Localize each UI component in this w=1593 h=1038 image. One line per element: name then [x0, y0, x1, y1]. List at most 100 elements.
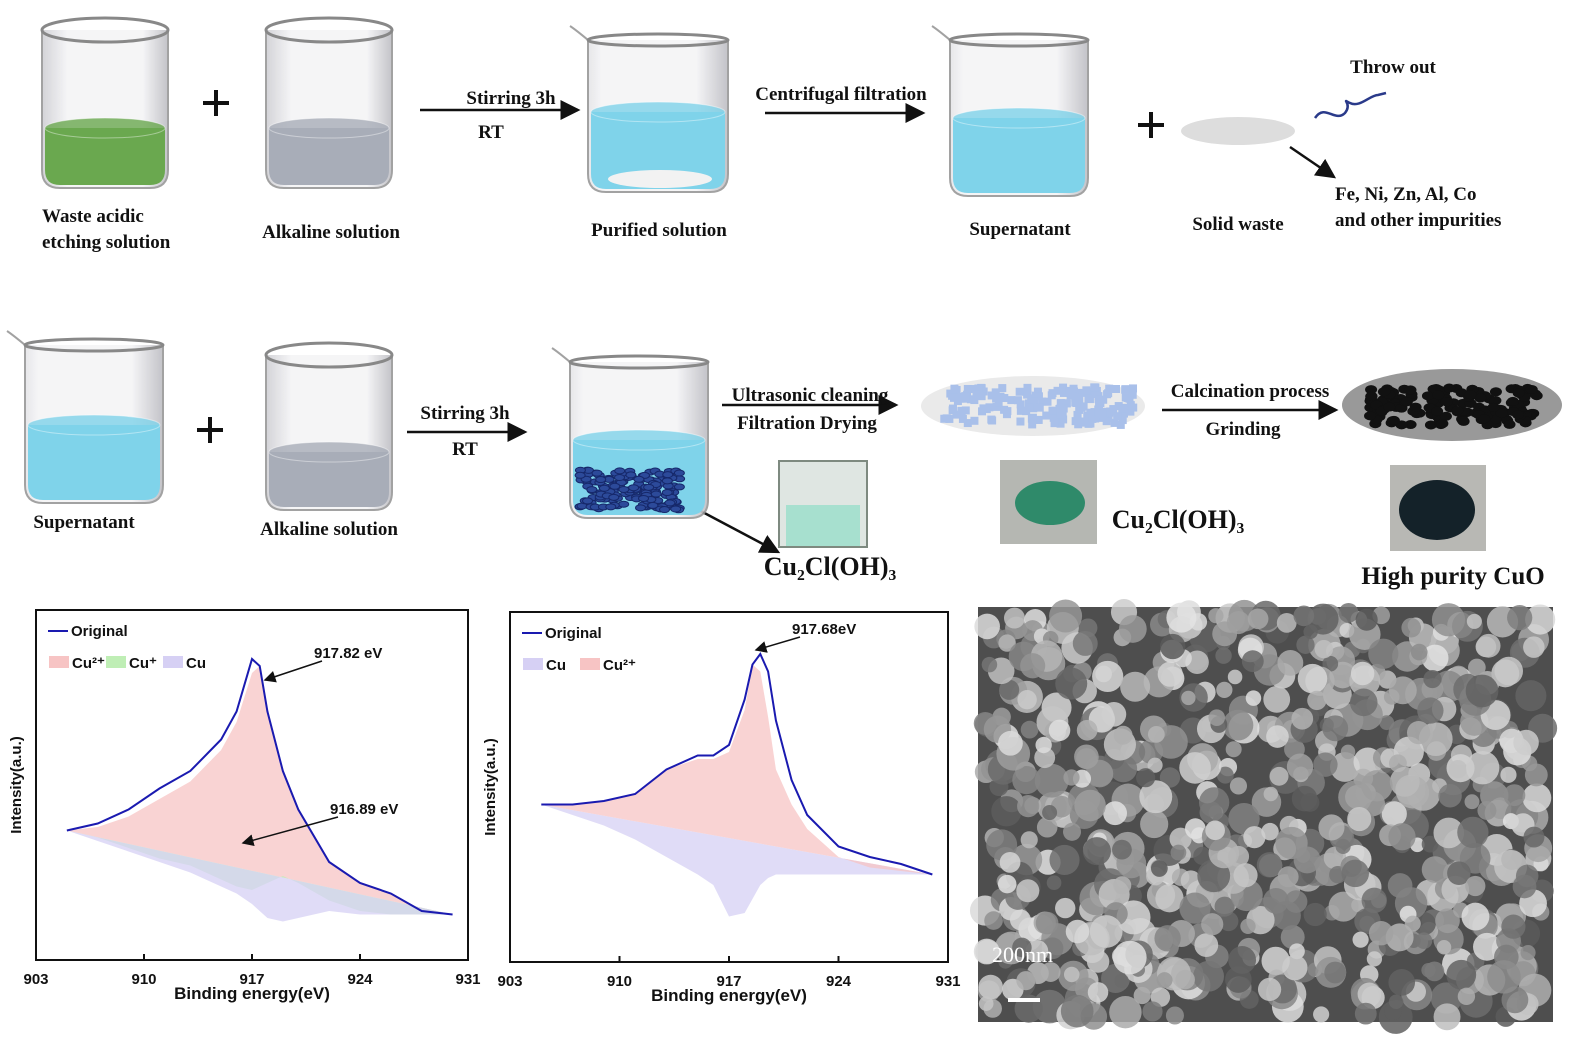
powder	[1043, 397, 1052, 406]
grain	[1012, 766, 1041, 795]
powder	[1489, 396, 1502, 406]
grain	[1112, 940, 1147, 975]
powder	[1503, 419, 1516, 429]
grain	[1243, 826, 1266, 849]
grain	[1523, 636, 1545, 658]
grain	[1368, 638, 1399, 669]
grain	[1074, 789, 1106, 822]
grain	[1335, 838, 1351, 855]
grain	[1476, 633, 1501, 658]
grain	[1049, 844, 1080, 875]
legend-swatch	[49, 656, 69, 668]
grain	[1147, 757, 1163, 773]
powder	[1088, 414, 1097, 423]
powder	[1027, 414, 1036, 423]
particle	[638, 494, 650, 502]
grain	[1156, 972, 1173, 989]
powder	[963, 384, 972, 393]
grain	[1473, 932, 1501, 961]
grain	[1063, 966, 1080, 983]
particle	[586, 486, 598, 494]
legend-label: Cu	[546, 657, 566, 674]
label: Centrifugal filtration	[755, 84, 927, 105]
legend-label: Original	[545, 625, 602, 642]
powder	[1506, 396, 1519, 406]
powder	[1055, 404, 1064, 413]
powder	[1094, 395, 1103, 404]
grain	[1522, 783, 1552, 813]
beaker	[931, 25, 1090, 197]
grain	[1154, 925, 1181, 952]
grain	[1040, 962, 1061, 982]
grain	[1139, 780, 1173, 814]
label: Stirring 3h	[466, 88, 556, 109]
grain	[1074, 744, 1099, 770]
grain	[1016, 971, 1036, 991]
powder	[1023, 390, 1032, 399]
grain	[1404, 915, 1421, 932]
powder	[1081, 418, 1090, 427]
powder	[1102, 417, 1111, 426]
grain	[1423, 669, 1442, 689]
grain	[1035, 911, 1059, 935]
grain	[1355, 608, 1378, 631]
liquid-top	[952, 107, 1086, 129]
label: Fe, Ni, Zn, Al, Co	[1335, 184, 1476, 205]
powder	[1121, 385, 1130, 394]
grain	[1525, 604, 1556, 635]
grain	[978, 996, 994, 1011]
powder	[1024, 399, 1033, 408]
grain	[1303, 624, 1318, 640]
grain	[1101, 701, 1127, 727]
rim	[264, 341, 394, 369]
liquid-top	[590, 101, 726, 123]
powder	[1365, 385, 1378, 395]
powder	[985, 403, 994, 412]
grain	[1140, 809, 1169, 839]
grain	[1065, 919, 1090, 944]
powder	[1103, 407, 1112, 416]
grain	[1415, 932, 1433, 950]
powder	[1098, 409, 1107, 418]
grain	[1303, 902, 1327, 927]
label: RT	[452, 439, 478, 460]
powder	[1095, 400, 1104, 409]
grain	[997, 874, 1017, 894]
particle	[598, 484, 610, 492]
grain	[1410, 643, 1428, 661]
grain	[1082, 837, 1111, 866]
grain	[1245, 690, 1262, 706]
legend-label: Cu²⁺	[603, 657, 636, 674]
powder	[1421, 391, 1434, 401]
powder	[1029, 404, 1038, 413]
powder	[1126, 407, 1135, 416]
grain	[1216, 681, 1233, 699]
legend-label: Cu²⁺	[72, 655, 105, 672]
powder	[963, 419, 972, 428]
x-tick-label: 903	[23, 971, 48, 988]
grain	[1012, 937, 1032, 958]
grain	[1291, 707, 1314, 730]
powder	[1099, 395, 1108, 404]
liquid-top	[268, 117, 390, 139]
liquid	[269, 128, 389, 185]
grain	[1233, 863, 1258, 888]
legend-swatch	[523, 658, 543, 670]
powder	[974, 384, 983, 393]
particle	[618, 500, 630, 508]
component-area	[541, 804, 933, 917]
grain	[1435, 908, 1460, 934]
grain	[1406, 721, 1431, 745]
powder	[1057, 410, 1066, 419]
grain	[1417, 697, 1444, 724]
powder	[1076, 388, 1085, 397]
particle	[574, 471, 586, 479]
grain	[1240, 918, 1256, 934]
powder	[1016, 406, 1025, 415]
grain	[1184, 818, 1206, 839]
powder	[1034, 392, 1043, 401]
spectrum-line	[66, 657, 453, 916]
powder	[1129, 384, 1138, 393]
label: Alkaline solution	[262, 222, 400, 243]
